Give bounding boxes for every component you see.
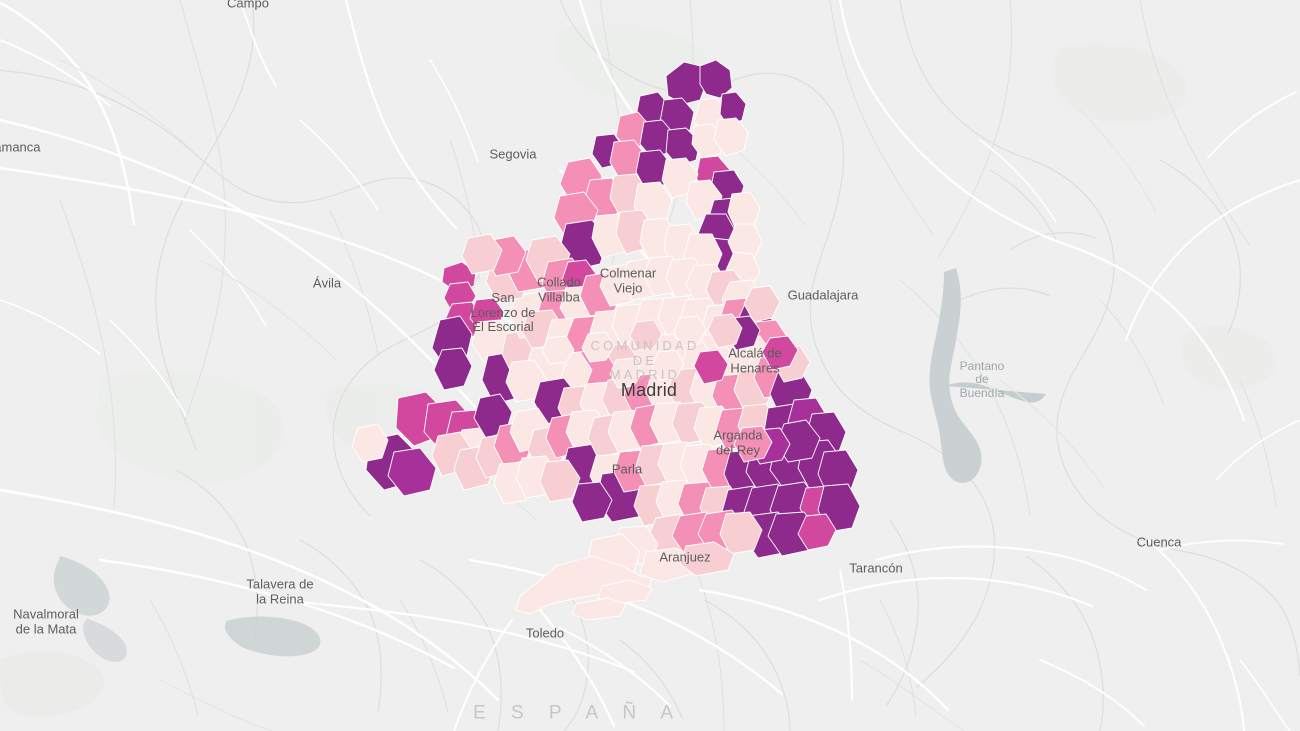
municipality[interactable] <box>609 357 643 389</box>
municipality[interactable] <box>743 285 781 323</box>
municipality[interactable] <box>733 425 773 463</box>
municipality[interactable] <box>597 579 653 605</box>
municipality[interactable] <box>461 233 503 275</box>
municipality[interactable] <box>387 447 437 497</box>
municipality[interactable] <box>639 547 697 583</box>
municipality[interactable] <box>351 423 389 463</box>
municipality[interactable] <box>699 59 733 99</box>
municipality[interactable] <box>673 315 707 347</box>
water-bodies <box>53 268 1046 662</box>
municipality[interactable] <box>539 459 581 503</box>
municipality[interactable] <box>719 511 763 555</box>
municipality[interactable] <box>541 335 575 365</box>
municipality[interactable] <box>433 347 473 391</box>
municipality[interactable] <box>693 349 729 385</box>
municipality[interactable] <box>581 331 615 363</box>
municipality[interactable] <box>665 127 701 167</box>
municipality-group <box>351 59 861 621</box>
municipality[interactable] <box>629 319 663 351</box>
municipality[interactable] <box>571 597 627 621</box>
municipality[interactable] <box>761 335 799 371</box>
municipality[interactable] <box>665 61 707 105</box>
municipality[interactable] <box>797 513 837 551</box>
municipality[interactable] <box>719 91 747 127</box>
municipality[interactable] <box>713 117 749 157</box>
municipality[interactable] <box>707 313 743 349</box>
municipality[interactable] <box>651 349 685 381</box>
municipality[interactable] <box>515 555 653 615</box>
municipality[interactable] <box>679 541 735 577</box>
municipality[interactable] <box>571 481 613 523</box>
